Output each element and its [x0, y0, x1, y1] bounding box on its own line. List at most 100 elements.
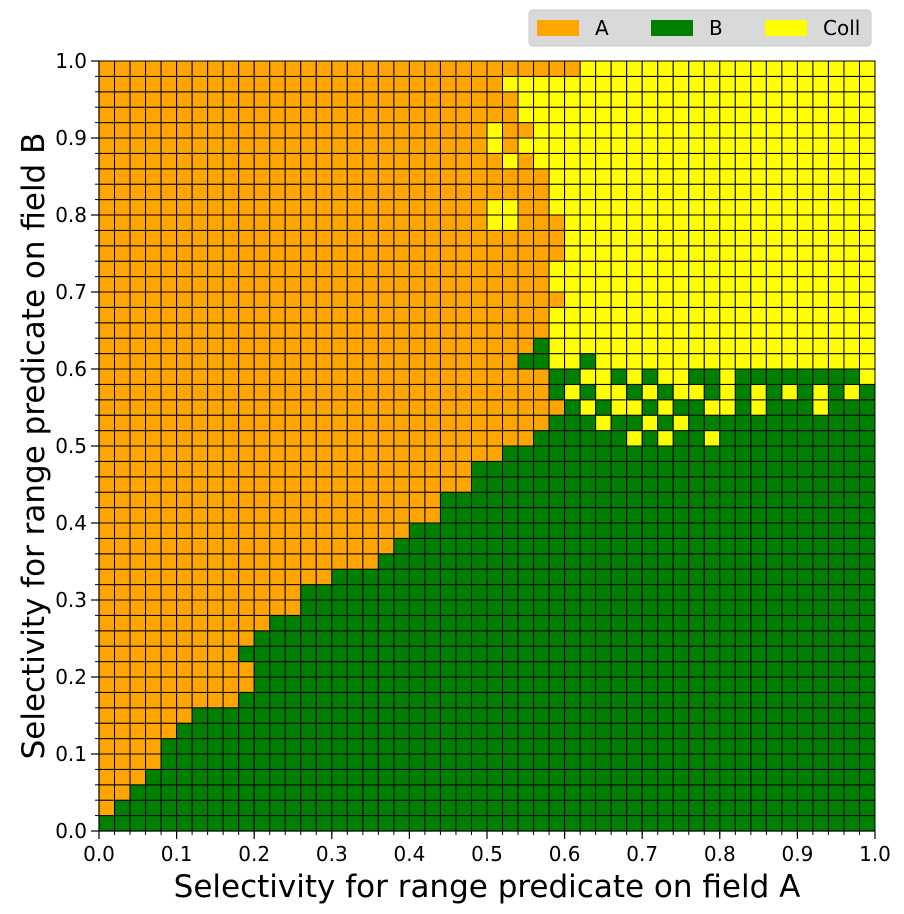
heatmap-cell: [812, 537, 829, 555]
heatmap-cell: [346, 691, 364, 709]
heatmap-cell: [114, 738, 131, 755]
heatmap-cell: [362, 630, 379, 647]
heatmap-cell: [734, 691, 752, 709]
heatmap-cell: [781, 368, 798, 385]
heatmap-cell: [765, 491, 783, 509]
heatmap-cell: [377, 106, 395, 124]
heatmap-cell: [393, 322, 410, 339]
heatmap-cell: [470, 476, 488, 493]
heatmap-cell: [269, 753, 286, 770]
heatmap-cell: [207, 707, 224, 724]
heatmap-cell: [595, 599, 612, 616]
heatmap-cell: [455, 460, 472, 478]
heatmap-cell: [331, 661, 348, 678]
heatmap-cell: [486, 60, 504, 77]
heatmap-cell: [470, 445, 488, 462]
heatmap-cell: [408, 183, 426, 201]
heatmap-cell: [222, 445, 240, 462]
heatmap-cell: [486, 337, 504, 355]
heatmap-cell: [408, 75, 426, 93]
heatmap-cell: [393, 399, 410, 416]
heatmap-cell: [176, 445, 193, 462]
heatmap-cell: [377, 199, 395, 216]
heatmap-cell: [703, 768, 721, 786]
heatmap-cell: [827, 199, 845, 216]
heatmap-cell: [734, 214, 752, 231]
heatmap-cell: [486, 599, 504, 616]
heatmap-cell: [858, 368, 876, 385]
heatmap-cell: [564, 430, 581, 447]
heatmap-cell: [858, 614, 876, 632]
heatmap-cell: [579, 122, 597, 139]
heatmap-cell: [858, 568, 876, 586]
heatmap-cell: [564, 245, 581, 262]
heatmap-cell: [176, 599, 193, 616]
heatmap-cell: [98, 322, 116, 339]
heatmap-cell: [827, 445, 845, 462]
heatmap-cell: [626, 353, 643, 370]
heatmap-cell: [331, 568, 348, 586]
heatmap-cell: [98, 707, 116, 724]
heatmap-cell: [439, 645, 457, 663]
heatmap-cell: [269, 799, 286, 817]
heatmap-cell: [796, 507, 814, 524]
heatmap-cell: [703, 337, 721, 355]
heatmap-cell: [688, 383, 705, 401]
heatmap-cell: [393, 661, 410, 678]
heatmap-cell: [129, 337, 147, 355]
heatmap-cell: [377, 260, 395, 278]
heatmap-cell: [858, 768, 876, 786]
heatmap-cell: [843, 168, 860, 185]
heatmap-cell: [595, 414, 612, 432]
heatmap-cell: [610, 214, 628, 231]
heatmap-cell: [812, 507, 829, 524]
heatmap-cell: [362, 661, 379, 678]
heatmap-cell: [703, 183, 721, 201]
heatmap-cell: [827, 383, 845, 401]
heatmap-cell: [672, 799, 690, 817]
heatmap-cell: [362, 799, 379, 817]
heatmap-cell: [222, 276, 240, 293]
heatmap-cell: [331, 553, 348, 570]
heatmap-cell: [858, 553, 876, 570]
heatmap-cell: [827, 260, 845, 278]
heatmap-cell: [703, 91, 721, 108]
heatmap-cell: [657, 383, 674, 401]
heatmap-cell: [672, 399, 690, 416]
heatmap-cell: [688, 260, 705, 278]
heatmap-cell: [672, 414, 690, 432]
heatmap-cell: [207, 137, 224, 154]
heatmap-cell: [502, 106, 519, 124]
heatmap-cell: [703, 168, 721, 185]
heatmap-cell: [238, 753, 255, 770]
heatmap-cell: [114, 661, 131, 678]
heatmap-cell: [331, 445, 348, 462]
heatmap-cell: [253, 430, 271, 447]
heatmap-cell: [393, 537, 410, 555]
heatmap-cell: [688, 661, 705, 678]
heatmap-cell: [703, 245, 721, 262]
heatmap-cell: [703, 152, 721, 170]
heatmap-cell: [253, 229, 271, 247]
heatmap-cell: [160, 60, 178, 77]
heatmap-cell: [470, 353, 488, 370]
heatmap-cell: [253, 768, 271, 786]
heatmap-cell: [657, 430, 674, 447]
heatmap-cell: [765, 214, 783, 231]
heatmap-cell: [641, 584, 659, 601]
heatmap-cell: [750, 168, 767, 185]
heatmap-cell: [781, 553, 798, 570]
heatmap-cell: [734, 584, 752, 601]
heatmap-cell: [114, 260, 131, 278]
heatmap-cell: [424, 707, 441, 724]
heatmap-cell: [315, 599, 333, 616]
heatmap-cell: [765, 337, 783, 355]
heatmap-cell: [207, 353, 224, 370]
heatmap-cell: [393, 491, 410, 509]
heatmap-cell: [191, 383, 209, 401]
heatmap-cell: [533, 106, 550, 124]
heatmap-cell: [346, 306, 364, 324]
heatmap-cell: [98, 152, 116, 170]
heatmap-cell: [812, 676, 829, 693]
heatmap-cell: [362, 707, 379, 724]
